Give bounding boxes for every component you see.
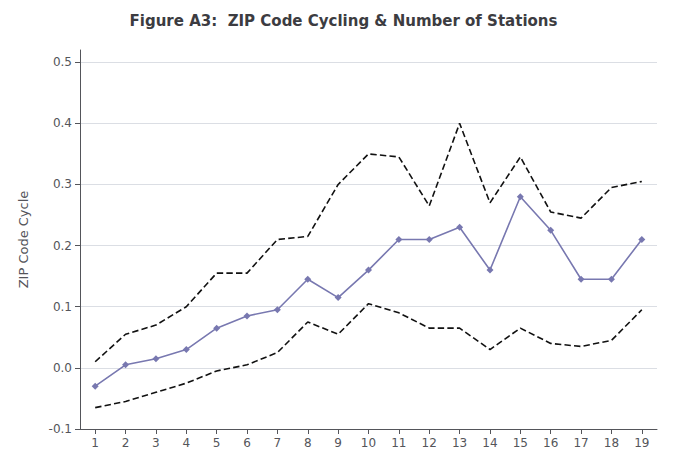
- svg-text:-0.1: -0.1: [49, 422, 72, 436]
- svg-text:Figure A3: ZIP Code Cycling &: Figure A3: ZIP Code Cycling & Number of …: [130, 12, 558, 30]
- svg-text:17: 17: [573, 436, 588, 450]
- svg-text:3: 3: [152, 436, 160, 450]
- svg-text:15: 15: [513, 436, 528, 450]
- svg-text:9: 9: [334, 436, 342, 450]
- svg-text:ZIP Code Cycle: ZIP Code Cycle: [16, 191, 31, 289]
- svg-text:0.1: 0.1: [53, 300, 72, 314]
- svg-text:13: 13: [452, 436, 467, 450]
- svg-text:0.3: 0.3: [53, 177, 72, 191]
- svg-text:12: 12: [422, 436, 437, 450]
- svg-text:0.5: 0.5: [53, 55, 72, 69]
- svg-text:2: 2: [122, 436, 130, 450]
- svg-text:16: 16: [543, 436, 558, 450]
- svg-text:14: 14: [482, 436, 497, 450]
- svg-text:0.4: 0.4: [53, 116, 72, 130]
- svg-text:10: 10: [361, 436, 376, 450]
- svg-text:0.0: 0.0: [53, 361, 72, 375]
- svg-text:19: 19: [634, 436, 649, 450]
- svg-text:5: 5: [213, 436, 221, 450]
- svg-text:11: 11: [391, 436, 406, 450]
- svg-text:4: 4: [182, 436, 190, 450]
- svg-text:7: 7: [274, 436, 282, 450]
- svg-text:0.2: 0.2: [53, 239, 72, 253]
- svg-text:1: 1: [91, 436, 99, 450]
- svg-text:6: 6: [243, 436, 251, 450]
- svg-text:18: 18: [604, 436, 619, 450]
- svg-text:8: 8: [304, 436, 312, 450]
